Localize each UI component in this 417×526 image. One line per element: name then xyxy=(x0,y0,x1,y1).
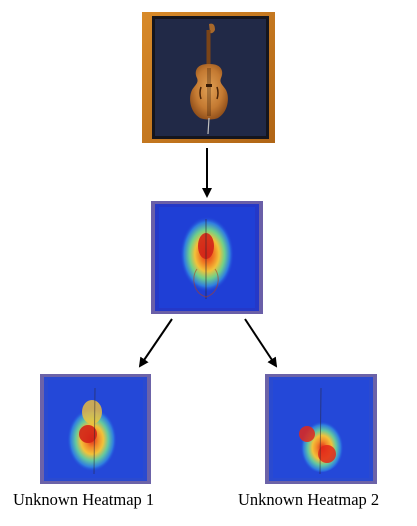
arrow-center-to-left xyxy=(138,318,173,368)
heatmap-overlay xyxy=(151,201,263,314)
original-image xyxy=(142,12,275,143)
heatmap-overlay xyxy=(265,374,377,484)
cello-photo xyxy=(142,12,275,143)
right-heatmap xyxy=(265,374,377,484)
caption-heatmap-2: Unknown Heatmap 2 xyxy=(238,490,380,509)
heatmap-overlay xyxy=(40,374,151,484)
arrow-center-to-right xyxy=(244,318,278,368)
caption-heatmap-1: Unknown Heatmap 1 xyxy=(13,490,155,509)
left-heatmap xyxy=(40,374,151,484)
center-heatmap xyxy=(151,201,263,314)
